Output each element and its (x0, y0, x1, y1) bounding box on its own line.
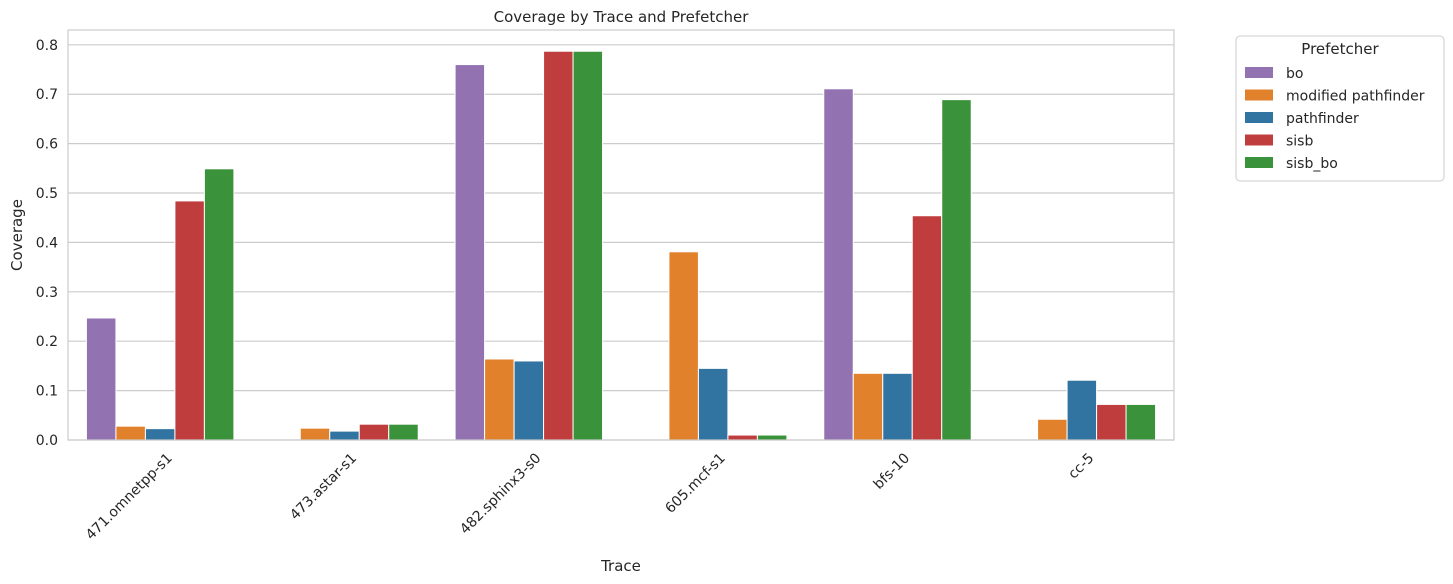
y-tick-labels: 0.0 0.1 0.2 0.3 0.4 0.5 0.6 0.7 0.8 (36, 38, 58, 449)
bar-sisb-cc-5 (1096, 403, 1127, 441)
legend-swatch (1245, 112, 1273, 123)
bar-sisb-bo-473-astar-s1 (388, 423, 419, 441)
bar-sisb-bo-cc-5 (1125, 403, 1157, 441)
bar-pathfinder-bfs-10 (882, 372, 913, 441)
bars (85, 50, 1157, 441)
legend-swatch (1245, 134, 1273, 146)
bar-modified-pathfinder-605-mcf-s1 (668, 251, 699, 441)
bar-sisb-482-sphinx3-s0 (543, 50, 574, 441)
y-tick-label: 0.1 (36, 384, 58, 400)
y-tick-label: 0.6 (36, 137, 58, 153)
legend-swatch (1245, 67, 1273, 78)
y-tick-label: 0.4 (36, 235, 58, 251)
x-tick-label: 473.astar-s1 (287, 450, 360, 523)
plot-frame (67, 29, 1175, 441)
chart-title: Coverage by Trace and Prefetcher (494, 8, 750, 26)
bar-pathfinder-cc-5 (1066, 379, 1098, 441)
bar-modified-pathfinder-cc-5 (1037, 418, 1068, 441)
bar-pathfinder-482-sphinx3-s0 (513, 360, 545, 441)
legend-label: sisb_bo (1286, 156, 1338, 172)
bar-modified-pathfinder-bfs-10 (852, 372, 884, 441)
x-tick-label: 482.sphinx3-s0 (457, 450, 544, 537)
bar-sisb-bo-bfs-10 (941, 99, 972, 441)
bar-modified-pathfinder-482-sphinx3-s0 (484, 358, 515, 441)
bar-bo-bfs-10 (823, 88, 854, 441)
legend-frame (1235, 35, 1445, 182)
y-tick-label: 0.8 (36, 38, 58, 54)
bar-sisb-605-mcf-s1 (727, 434, 758, 441)
legend-label: pathfinder (1286, 111, 1359, 127)
y-tick-label: 0.7 (36, 87, 58, 103)
legend-swatch (1245, 157, 1273, 168)
bar-bo-471-omnetpp-s1 (85, 317, 117, 441)
legend-items: bo modified pathfinder pathfinder sisb sisb_… (1245, 66, 1425, 172)
x-tick-label: cc-5 (1065, 450, 1097, 482)
x-tick-label: 605.mcf-s1 (662, 450, 728, 516)
legend-label: modified pathfinder (1286, 89, 1425, 105)
bar-bo-482-sphinx3-s0 (454, 64, 486, 441)
bar-sisb-bo-471-omnetpp-s1 (203, 168, 235, 441)
bar-sisb-471-omnetpp-s1 (174, 200, 205, 441)
y-tick-label: 0.2 (36, 334, 58, 350)
x-tick-label: 471.omnetpp-s1 (83, 450, 176, 543)
y-axis-title: Coverage (8, 199, 26, 271)
bar-sisb-bo-482-sphinx3-s0 (572, 50, 604, 441)
bar-sisb-473-astar-s1 (358, 423, 390, 441)
x-axis-title: Trace (600, 557, 641, 575)
x-tick-labels: 471.omnetpp-s1 473.astar-s1 482.sphinx3-s0… (83, 450, 1098, 543)
y-tick-label: 0.3 (36, 285, 58, 301)
bar-pathfinder-471-omnetpp-s1 (144, 428, 176, 441)
legend: Prefetcher bo modified pathfinder pathfind… (1235, 35, 1445, 182)
grid-lines (68, 44, 1174, 441)
bar-sisb-bfs-10 (911, 215, 943, 441)
legend-label: sisb (1286, 134, 1313, 150)
bar-pathfinder-473-astar-s1 (329, 430, 360, 441)
bar-modified-pathfinder-471-omnetpp-s1 (115, 425, 146, 441)
x-tick-label: bfs-10 (871, 450, 913, 492)
bar-modified-pathfinder-473-astar-s1 (299, 427, 331, 441)
bar-pathfinder-605-mcf-s1 (697, 367, 729, 441)
legend-label: bo (1286, 66, 1303, 82)
bar-sisb-bo-605-mcf-s1 (756, 434, 788, 441)
legend-title: Prefetcher (1301, 40, 1379, 58)
y-tick-label: 0.0 (36, 433, 58, 449)
legend-swatch (1245, 89, 1273, 101)
y-tick-label: 0.5 (36, 186, 58, 202)
